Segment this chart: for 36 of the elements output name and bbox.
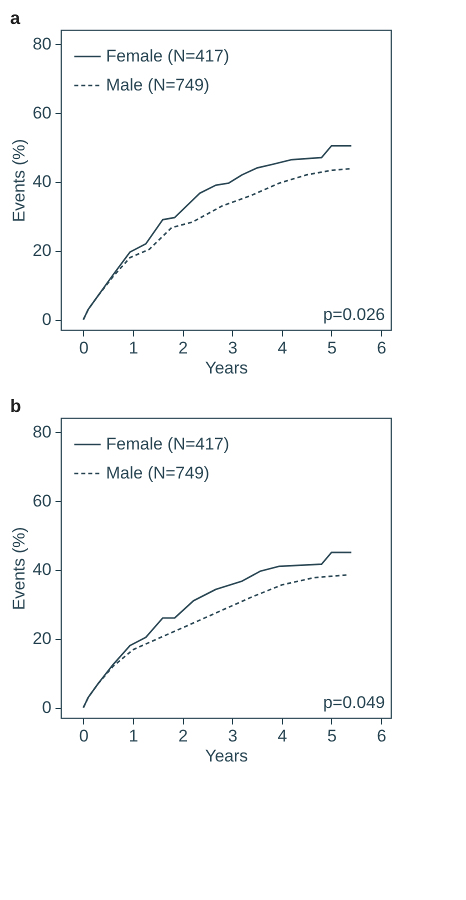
x-tick-label: 5 (327, 726, 337, 746)
x-axis-title: Years (205, 746, 248, 766)
y-tick-label: 20 (32, 241, 52, 260)
y-tick-label: 20 (32, 629, 52, 648)
annotation: p=0.026 (323, 305, 385, 324)
x-tick-label: 3 (228, 338, 238, 358)
y-tick-label: 0 (42, 310, 52, 330)
x-tick-label: 4 (278, 338, 288, 358)
legend-label: Male (N=749) (106, 464, 210, 482)
x-tick-label: 1 (128, 726, 138, 746)
y-tick-label: 0 (42, 698, 52, 718)
x-tick-label: 1 (128, 338, 138, 358)
x-tick-label: 0 (79, 726, 89, 746)
x-tick-label: 5 (327, 338, 337, 358)
legend-label: Female (N=417) (106, 46, 230, 66)
x-tick-label: 2 (178, 726, 188, 746)
x-axis-title: Years (205, 358, 248, 378)
y-tick-label: 40 (32, 560, 52, 580)
x-tick-label: 4 (278, 726, 288, 746)
y-axis-title: Events (%) (10, 526, 29, 610)
chart-title: b (10, 396, 22, 416)
y-tick-label: 60 (32, 103, 52, 122)
legend-label: Female (N=417) (106, 434, 230, 454)
chart-title: a (10, 8, 22, 28)
x-tick-label: 6 (376, 726, 386, 746)
x-tick-label: 6 (376, 338, 386, 358)
y-tick-label: 60 (32, 491, 52, 510)
x-tick-label: 3 (228, 726, 238, 746)
y-tick-label: 40 (32, 172, 52, 192)
annotation: p=0.049 (323, 693, 385, 712)
legend-label: Male (N=749) (106, 76, 210, 94)
y-axis-title: Events (%) (10, 138, 29, 222)
x-tick-label: 0 (79, 338, 89, 358)
x-tick-label: 2 (178, 338, 188, 358)
y-tick-label: 80 (32, 34, 52, 54)
y-tick-label: 80 (32, 422, 52, 442)
